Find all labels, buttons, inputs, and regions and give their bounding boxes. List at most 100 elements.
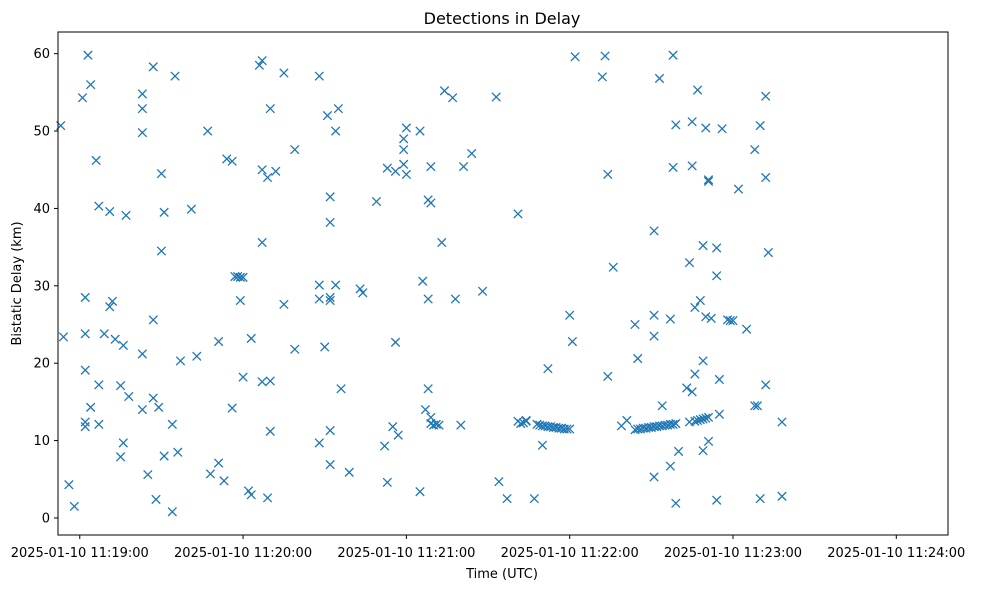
data-point [80,422,90,432]
data-point [671,120,681,130]
data-point [238,372,248,382]
data-point [420,404,431,415]
data-point [684,257,695,268]
data-point [213,458,224,468]
x-tick-label: 2025-01-10 11:21:00 [337,546,475,561]
data-point [325,459,335,470]
data-point [513,209,523,219]
data-point [711,243,722,253]
x-tick-label: 2025-01-10 11:24:00 [827,546,965,561]
chart-title: Detections in Delay [424,9,581,28]
data-point [543,363,553,374]
data-point [235,295,246,306]
data-point [690,369,700,379]
data-point [434,420,444,430]
data-point [703,176,714,187]
data-point [390,166,401,176]
data-point [763,247,774,258]
data-point [322,110,333,121]
data-point [137,89,148,99]
data-point [203,126,213,136]
data-point [477,286,488,296]
data-point [325,217,335,228]
data-point [565,424,575,434]
data-point [390,337,401,347]
data-point [279,299,289,310]
data-point [148,315,158,325]
data-point [698,414,708,424]
data-point [690,416,700,426]
data-point [325,192,335,202]
data-point [388,422,398,432]
data-point [262,493,273,503]
y-tick-label: 30 [33,279,50,294]
data-point [415,126,425,136]
data-point [246,333,256,344]
data-point [687,117,697,127]
data-point [156,246,167,256]
data-point [698,356,708,366]
data-point [695,415,705,425]
data-point [706,313,716,323]
data-point [173,447,183,457]
data-point [105,302,115,312]
data-point [325,425,335,436]
data-point [213,336,224,347]
data-point [80,365,90,375]
data-point [115,380,126,391]
data-point [777,417,787,427]
data-point [159,207,169,217]
data-point [235,272,246,282]
data-point [755,493,765,504]
data-point [437,237,447,248]
data-point [325,292,335,303]
data-point [671,498,681,508]
data-point [668,50,678,60]
data-point [714,409,725,419]
data-point [330,126,341,136]
data-point [423,384,433,394]
data-point [733,184,744,194]
data-point [154,402,164,412]
data-point [415,487,425,497]
data-point [243,486,254,496]
data-point [562,424,572,434]
data-point [703,436,714,447]
data-point [94,419,104,429]
data-point [94,201,104,211]
data-point [257,165,267,175]
data-point [314,438,324,448]
data-point [271,166,281,176]
data-point [491,92,501,102]
data-point [654,73,665,84]
data-point [333,103,343,114]
data-point [665,461,676,471]
data-point [682,383,692,393]
data-point [671,418,681,429]
data-point [431,419,441,429]
data-point [80,417,90,427]
data-point [741,324,752,334]
data-point [148,393,158,403]
data-point [649,310,659,320]
data-point [567,336,578,347]
data-point [668,162,678,173]
data-point [673,446,684,457]
data-point [760,172,771,183]
data-point [314,71,324,81]
data-point [439,86,450,96]
data-point [725,315,735,326]
data-point [257,237,267,248]
data-point [398,134,409,144]
data-point [124,391,134,402]
data-point [355,284,365,294]
data-point [657,401,667,411]
data-point [279,68,289,78]
data-point [371,196,382,207]
data-point [565,310,575,320]
data-point [58,332,69,342]
y-axis-label: Bistatic Delay (km) [10,221,25,345]
data-point [630,319,640,330]
